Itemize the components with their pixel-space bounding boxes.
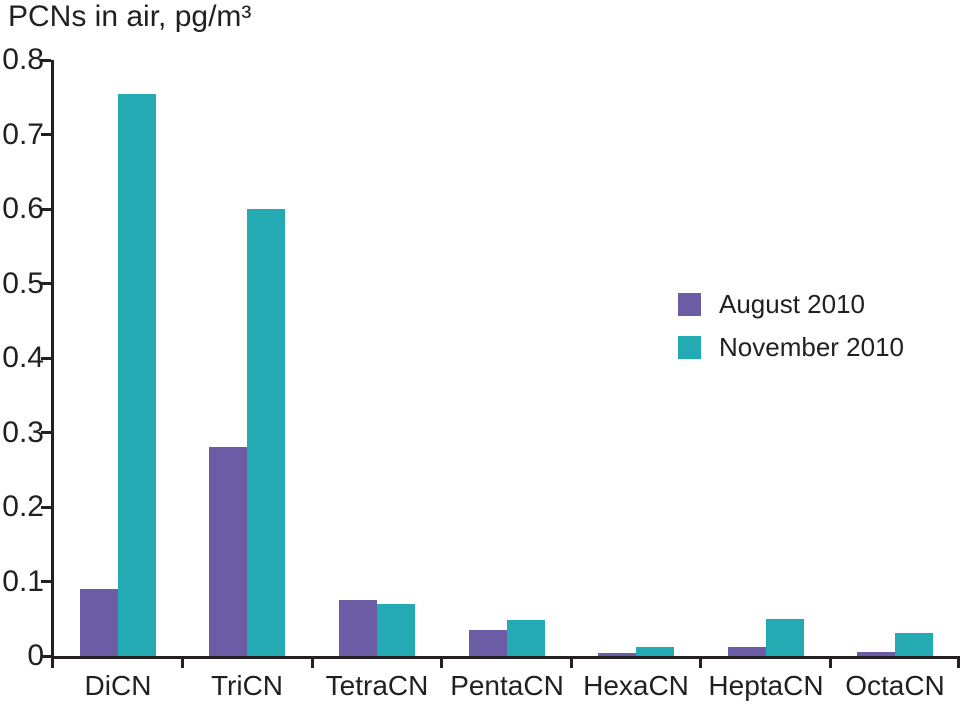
y-axis-tick bbox=[41, 655, 51, 658]
bar-OctaCN-august bbox=[857, 652, 895, 656]
x-category-label: HexaCN bbox=[583, 670, 689, 701]
x-category-label: TetraCN bbox=[325, 670, 429, 701]
bar-HeptaCN-august bbox=[728, 647, 766, 656]
x-axis-tick bbox=[829, 656, 832, 668]
y-axis-tick-label: 0.1 bbox=[2, 565, 44, 598]
x-axis-tick bbox=[570, 656, 573, 668]
x-axis-tick bbox=[311, 656, 314, 668]
y-axis-tick bbox=[41, 506, 51, 509]
legend-swatch-november bbox=[678, 335, 701, 359]
y-axis-tick bbox=[41, 431, 51, 434]
y-axis-tick-label: 0.8 bbox=[2, 43, 44, 76]
y-axis-tick-label: 0.5 bbox=[2, 267, 44, 300]
y-axis-tick-label: 0.6 bbox=[2, 192, 44, 225]
bar-HeptaCN-november bbox=[766, 619, 804, 656]
y-axis-tick bbox=[41, 357, 51, 360]
bar-TetraCN-august bbox=[339, 600, 377, 656]
bar-PentaCN-august bbox=[469, 630, 507, 656]
y-axis-tick bbox=[41, 580, 51, 583]
x-category-label: DiCN bbox=[84, 670, 152, 701]
x-axis-line bbox=[51, 656, 960, 659]
legend: August 2010 November 2010 bbox=[678, 291, 904, 360]
x-axis-end-tick bbox=[957, 656, 960, 668]
x-category-label: TriCN bbox=[210, 670, 284, 701]
legend-item-november: November 2010 bbox=[678, 334, 904, 360]
x-category-label: HeptaCN bbox=[708, 670, 824, 701]
legend-swatch-august bbox=[678, 292, 701, 316]
x-category-label: PentaCN bbox=[450, 670, 564, 701]
y-axis-tick bbox=[41, 133, 51, 136]
legend-item-august: August 2010 bbox=[678, 291, 904, 317]
y-axis-tick-label: 0.4 bbox=[2, 341, 44, 374]
chart-title: PCNs in air, pg/m³ bbox=[8, 0, 252, 33]
legend-label-august: August 2010 bbox=[719, 289, 866, 319]
bar-PentaCN-november bbox=[507, 620, 545, 656]
y-axis-tick-label: 0 bbox=[27, 639, 44, 672]
y-axis-line bbox=[51, 60, 54, 668]
bar-HexaCN-november bbox=[636, 647, 674, 656]
y-axis-tick bbox=[41, 208, 51, 211]
x-axis-tick bbox=[181, 656, 184, 668]
bar-TriCN-august bbox=[209, 447, 247, 656]
x-category-label: OctaCN bbox=[845, 670, 945, 701]
x-axis-tick bbox=[440, 656, 443, 668]
bar-DiCN-november bbox=[118, 94, 156, 656]
y-axis-tick-label: 0.2 bbox=[2, 490, 44, 523]
y-axis-tick-label: 0.3 bbox=[2, 416, 44, 449]
bar-TriCN-november bbox=[247, 209, 285, 656]
bar-TetraCN-november bbox=[377, 604, 415, 656]
legend-label-november: November 2010 bbox=[719, 332, 904, 362]
bar-DiCN-august bbox=[80, 589, 118, 656]
plot-area bbox=[53, 60, 960, 668]
y-axis-tick bbox=[41, 59, 51, 62]
bar-HexaCN-august bbox=[598, 653, 636, 656]
y-axis-tick bbox=[41, 282, 51, 285]
y-axis-tick-label: 0.7 bbox=[2, 118, 44, 151]
bar-OctaCN-november bbox=[895, 633, 933, 656]
x-axis-tick bbox=[699, 656, 702, 668]
